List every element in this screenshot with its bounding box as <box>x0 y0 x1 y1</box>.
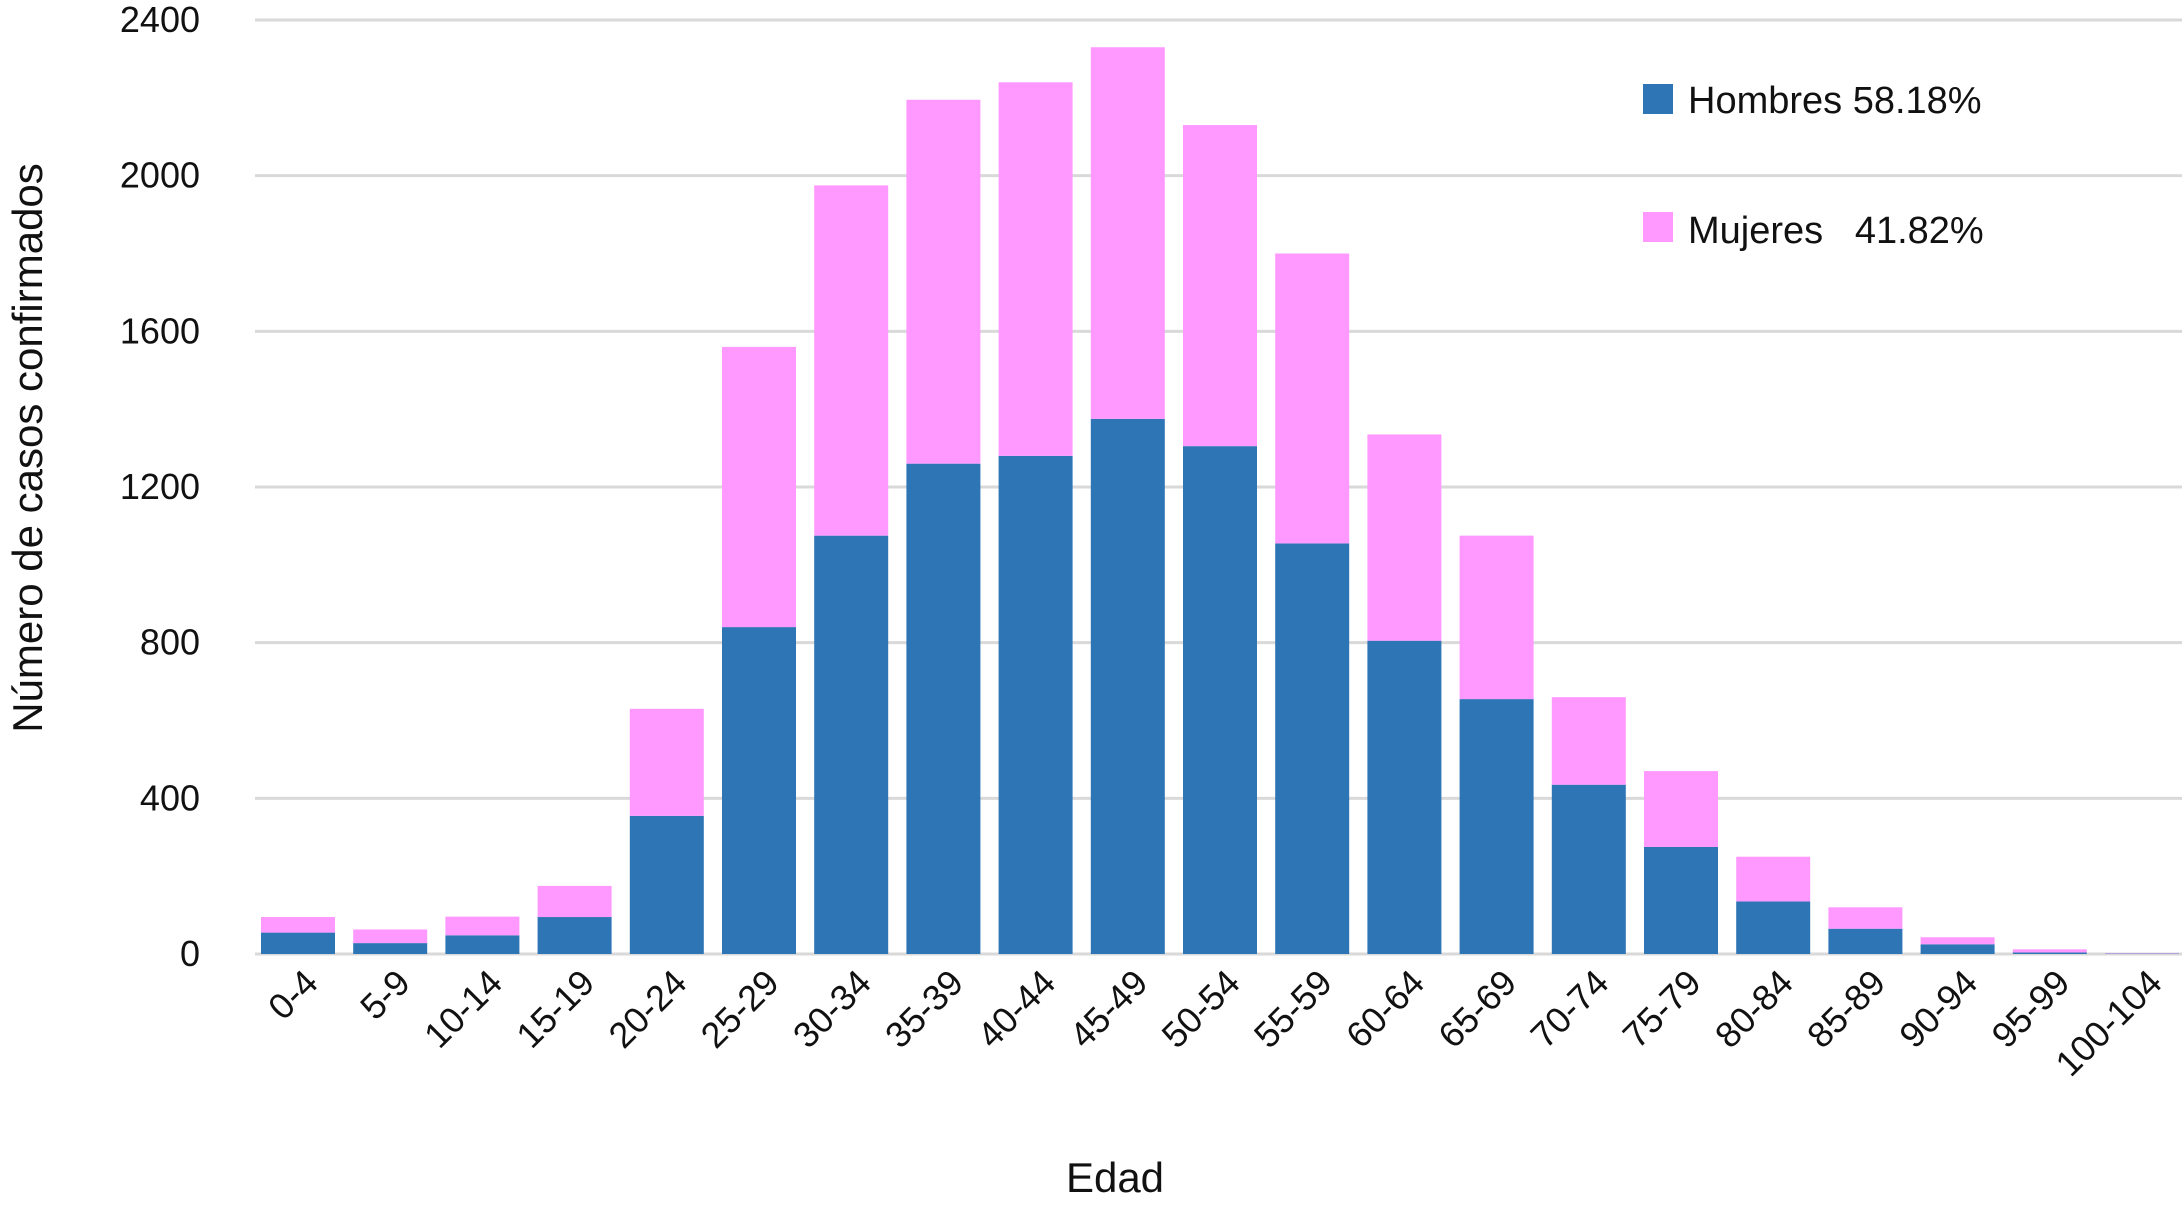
bars <box>261 47 2179 954</box>
legend-swatch-mujeres <box>1643 212 1673 242</box>
x-tick-label: 55-59 <box>1246 962 1340 1056</box>
y-tick-label: 800 <box>140 622 200 663</box>
bar-hombres-15-19 <box>537 917 612 954</box>
x-tick-label: 65-69 <box>1430 962 1524 1056</box>
y-axis-title: Número de casos confirmados <box>4 163 51 733</box>
y-tick-label: 2000 <box>120 155 200 196</box>
bar-hombres-65-69 <box>1459 699 1534 954</box>
legend-swatch-hombres <box>1643 84 1673 114</box>
bar-hombres-25-29 <box>722 627 796 954</box>
bar-hombres-95-99 <box>2012 952 2087 954</box>
x-tick-label: 40-44 <box>969 962 1063 1056</box>
y-tick-label: 0 <box>180 933 200 974</box>
y-tick-label: 1600 <box>120 310 200 351</box>
bar-mujeres-40-44 <box>998 82 1073 456</box>
bar-hombres-20-24 <box>629 815 704 954</box>
x-tick-label: 90-94 <box>1891 962 1985 1056</box>
bar-mujeres-35-39 <box>906 99 981 464</box>
bar-mujeres-90-94 <box>1920 937 1995 945</box>
bar-hombres-60-64 <box>1367 640 1442 954</box>
bar-hombres-0-4 <box>261 932 335 954</box>
x-tick-label: 80-84 <box>1707 962 1801 1056</box>
x-tick-label: 85-89 <box>1799 962 1893 1056</box>
x-tick-label: 50-54 <box>1154 962 1248 1056</box>
bar-hombres-70-74 <box>1551 784 1626 954</box>
bar-mujeres-15-19 <box>537 885 612 918</box>
legend: Hombres 58.18% Mujeres 41.82% <box>1643 80 1984 252</box>
legend-item-hombres: Hombres 58.18% <box>1643 80 1982 122</box>
y-tick-label: 2400 <box>120 0 200 40</box>
bar-hombres-10-14 <box>445 935 520 954</box>
x-tick-label: 10-14 <box>416 962 510 1056</box>
bar-hombres-35-39 <box>906 463 981 954</box>
bar-mujeres-45-49 <box>1090 47 1165 419</box>
x-tick-label: 15-19 <box>508 962 602 1056</box>
bar-mujeres-85-89 <box>1828 907 1903 929</box>
bar-mujeres-95-99 <box>2012 949 2087 953</box>
bar-mujeres-50-54 <box>1183 125 1257 447</box>
x-tick-label: 35-39 <box>877 962 971 1056</box>
bar-hombres-45-49 <box>1090 418 1165 954</box>
x-tick-label: 30-34 <box>785 962 879 1056</box>
bar-hombres-30-34 <box>814 535 889 954</box>
bar-hombres-85-89 <box>1828 928 1903 954</box>
bar-hombres-50-54 <box>1183 446 1257 954</box>
x-tick-label: 25-29 <box>693 962 787 1056</box>
x-tick-label: 20-24 <box>600 962 694 1056</box>
x-tick-label: 60-64 <box>1338 962 1432 1056</box>
x-tick-label: 70-74 <box>1522 962 1616 1056</box>
x-tick-label: 5-9 <box>352 962 418 1028</box>
x-tick-label: 75-79 <box>1615 962 1709 1056</box>
y-tick-label: 1200 <box>120 466 200 507</box>
legend-item-mujeres: Mujeres 41.82% <box>1643 210 1984 252</box>
bar-hombres-80-84 <box>1736 901 1811 954</box>
x-tick-label: 0-4 <box>260 962 326 1028</box>
bar-hombres-40-44 <box>998 455 1073 954</box>
bar-mujeres-0-4 <box>261 917 335 933</box>
bar-mujeres-10-14 <box>445 916 520 936</box>
y-tick-label: 400 <box>140 777 200 818</box>
legend-label-hombres: Hombres 58.18% <box>1688 80 1982 122</box>
bar-hombres-75-79 <box>1644 846 1718 954</box>
bar-mujeres-75-79 <box>1644 771 1718 847</box>
y-axis-ticks: 0 400 800 1200 1600 2000 2400 <box>120 0 200 974</box>
x-tick-label: 45-49 <box>1061 962 1155 1056</box>
bar-mujeres-80-84 <box>1736 856 1811 902</box>
bar-mujeres-60-64 <box>1367 434 1442 641</box>
bar-mujeres-30-34 <box>814 185 889 536</box>
x-axis-ticks: 0-4 5-910-1415-1920-2425-2930-3435-3940-4… <box>260 962 2170 1084</box>
bar-mujeres-65-69 <box>1459 535 1534 700</box>
bar-hombres-5-9 <box>353 943 428 954</box>
bar-mujeres-5-9 <box>353 929 428 944</box>
legend-label-mujeres: Mujeres 41.82% <box>1688 210 1984 252</box>
bar-hombres-90-94 <box>1920 944 1995 954</box>
bar-mujeres-70-74 <box>1551 697 1626 785</box>
bar-mujeres-20-24 <box>629 708 704 816</box>
bar-hombres-55-59 <box>1275 543 1350 954</box>
x-axis-title: Edad <box>1066 1154 1164 1201</box>
bar-mujeres-55-59 <box>1275 253 1350 544</box>
bar-mujeres-25-29 <box>722 346 796 628</box>
